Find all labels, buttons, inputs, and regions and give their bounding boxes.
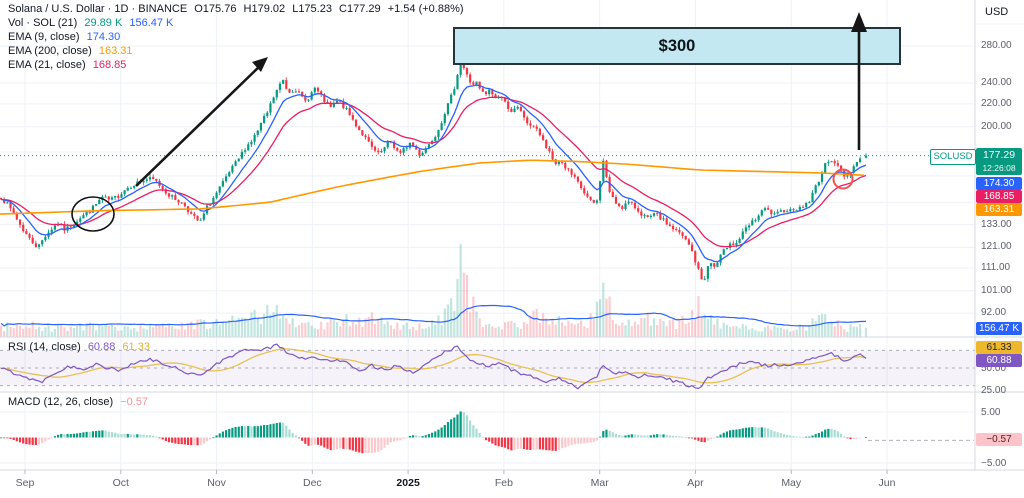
macd-histogram (0, 411, 868, 454)
price-tick-label: 220.00 (981, 97, 1012, 109)
support-circle-annotation[interactable] (71, 196, 115, 232)
price-tick-label: 111.00 (981, 262, 1011, 274)
last-price-value: 177.29 (982, 149, 1016, 161)
time-tick-label: Nov (207, 477, 226, 489)
drawing-annotations[interactable] (71, 12, 901, 232)
rsi-legend-row[interactable]: RSI (14, close) 60.88 61.33 (8, 341, 150, 353)
rsi-band (0, 349, 975, 387)
trend-arrow-line[interactable] (135, 62, 264, 187)
macd-label: MACD (12, 26, close) (8, 396, 114, 408)
macd-tick-label: −5.00 (981, 458, 1007, 469)
time-tick-label: Dec (302, 477, 322, 489)
macd-tick-label: 5.00 (981, 407, 1001, 418)
candle-wicks (0, 61, 867, 282)
exchange-label: BINANCE (138, 3, 188, 15)
ohlc-close: C177.29 (339, 3, 381, 15)
macd-legend-row[interactable]: MACD (12, 26, close) −0.57 (8, 396, 148, 408)
ema-lines (0, 84, 867, 263)
rsi-value: 60.88 (87, 341, 116, 353)
volume-indicator-label: Vol · SOL (21) (8, 17, 78, 29)
ohlc-low: L175.23 (292, 3, 332, 15)
ema21-legend-row[interactable]: EMA (21, close) 168.85 (8, 59, 126, 71)
bar-countdown: 12:26:08 (982, 163, 1016, 173)
price-tick-label: 240.00 (981, 76, 1012, 88)
ema9-axis-badge[interactable]: 174.30 (976, 177, 1022, 190)
legend-sep2: · (131, 3, 136, 15)
trend-arrow-head (252, 57, 268, 72)
ema21-axis-badge[interactable]: 168.85 (976, 190, 1022, 203)
ema200-axis-badge[interactable]: 163.31 (976, 203, 1022, 216)
ema200-value: 163.31 (98, 45, 133, 57)
breakout-arrow-head (851, 12, 867, 32)
ema200-label: EMA (200, close) (8, 45, 92, 57)
rsi-ma-axis-badge[interactable]: 61.33 (976, 341, 1022, 354)
volume-ma-value: 156.47 K (129, 17, 174, 29)
symbol-title[interactable]: Solana / U.S. Dollar (8, 3, 105, 15)
time-tick-label: Mar (590, 477, 609, 489)
ema9-legend-row[interactable]: EMA (9, close) 174.30 (8, 31, 120, 43)
interval-label[interactable]: 1D (114, 3, 129, 15)
pane-separators (0, 0, 1024, 474)
time-tick-label: May (781, 477, 802, 489)
price-target-box[interactable] (453, 27, 901, 65)
rsi-tick-label: 25.00 (981, 385, 1007, 396)
volume-legend-row[interactable]: Vol · SOL (21) 29.89 K 156.47 K (8, 17, 173, 29)
time-tick-label: Sep (15, 477, 35, 489)
rsi-label: RSI (14, close) (8, 341, 81, 353)
symbol-legend-row[interactable]: Solana / U.S. Dollar · 1D · BINANCE O175… (8, 3, 464, 15)
candle-bodies (0, 63, 868, 280)
volume-series (0, 244, 868, 337)
retest-circle-annotation[interactable] (832, 168, 854, 190)
time-tick-label: Jun (878, 477, 896, 489)
ema9-value: 174.30 (86, 31, 121, 43)
axis-currency-label[interactable]: USD (985, 6, 1009, 18)
time-tick-label: Oct (112, 477, 129, 489)
volume-ma-line (0, 304, 867, 327)
volume-current-value: 29.89 K (84, 17, 123, 29)
time-tick-label: Feb (494, 477, 513, 489)
rsi-tick-label: 50.00 (981, 363, 1007, 374)
rsi-lines (0, 343, 867, 390)
symbol-price-flag[interactable]: SOLUSD (930, 149, 976, 165)
ema9-label: EMA (9, close) (8, 31, 80, 43)
price-tick-label: 280.00 (981, 40, 1012, 51)
price-tick-label: 200.00 (981, 120, 1012, 132)
ema21-label: EMA (21, close) (8, 59, 86, 71)
last-price-badge[interactable]: 177.29 12:26:08 (976, 148, 1022, 175)
change-value: +1.54 (+0.88%) (387, 3, 464, 15)
ohlc-high: H179.02 (243, 3, 286, 15)
ema21-value: 168.85 (92, 59, 127, 71)
ema200-legend-row[interactable]: EMA (200, close) 163.31 (8, 45, 132, 57)
macd-axis-badge[interactable]: −0.57 (976, 433, 1022, 446)
ohlc-open: O175.76 (194, 3, 237, 15)
price-tick-label: 92.00 (981, 307, 1007, 319)
gridlines (0, 0, 975, 470)
macd-value: −0.57 (120, 396, 149, 408)
time-tick-label: Apr (687, 477, 704, 489)
rsi-axis-badge[interactable]: 60.88 (976, 354, 1022, 367)
rsi-ma-value: 61.33 (122, 341, 150, 353)
time-tick-label: 2025 (396, 477, 420, 489)
volume-axis-badge[interactable]: 156.47 K (976, 322, 1022, 335)
price-tick-label: 101.00 (981, 284, 1012, 296)
price-tick-label: 133.00 (981, 218, 1012, 230)
legend-sep1: · (107, 3, 112, 15)
price-tick-label: 121.00 (981, 241, 1012, 253)
